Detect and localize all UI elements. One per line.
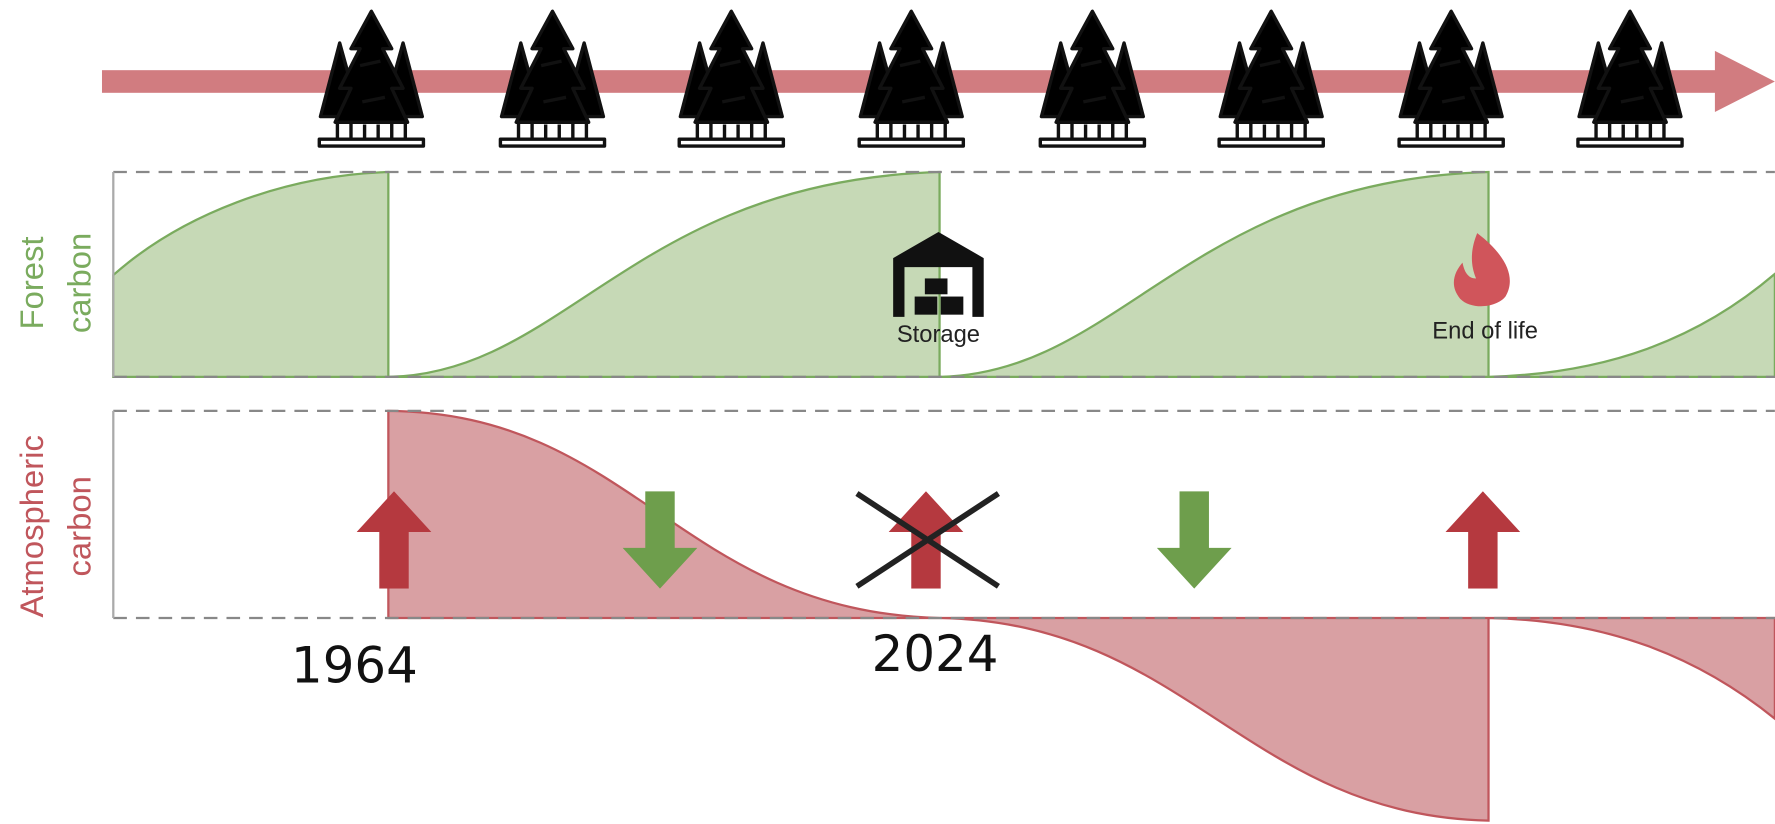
tree bbox=[1397, 9, 1505, 148]
forest-label: Forest carbon bbox=[13, 233, 98, 333]
year-label: 1964 bbox=[291, 637, 418, 695]
tree bbox=[317, 9, 426, 148]
label-line: carbon bbox=[61, 476, 98, 576]
atmospheric-label: Atmospheric carbon bbox=[13, 435, 98, 617]
storage-label: Storage bbox=[897, 321, 980, 348]
label-line: Forest bbox=[13, 236, 50, 329]
end-of-life-label: End of life bbox=[1432, 317, 1538, 344]
flux-arrows bbox=[356, 491, 1521, 589]
fire-icon bbox=[1453, 233, 1510, 307]
year-label: 2024 bbox=[872, 625, 999, 683]
tree bbox=[498, 9, 607, 148]
atmospheric-panel bbox=[112, 409, 1775, 822]
up-arrow bbox=[1445, 491, 1521, 589]
tree bbox=[1038, 9, 1147, 148]
tree bbox=[857, 9, 966, 148]
forest-panel bbox=[112, 170, 1775, 379]
tree bbox=[1217, 9, 1325, 148]
down-arrow bbox=[1156, 491, 1232, 589]
tree bbox=[1576, 9, 1684, 148]
tree bbox=[677, 9, 786, 148]
label-line: Atmospheric bbox=[13, 435, 50, 617]
label-line: carbon bbox=[61, 233, 98, 333]
storage-icon bbox=[893, 232, 984, 317]
cross bbox=[855, 491, 1000, 589]
